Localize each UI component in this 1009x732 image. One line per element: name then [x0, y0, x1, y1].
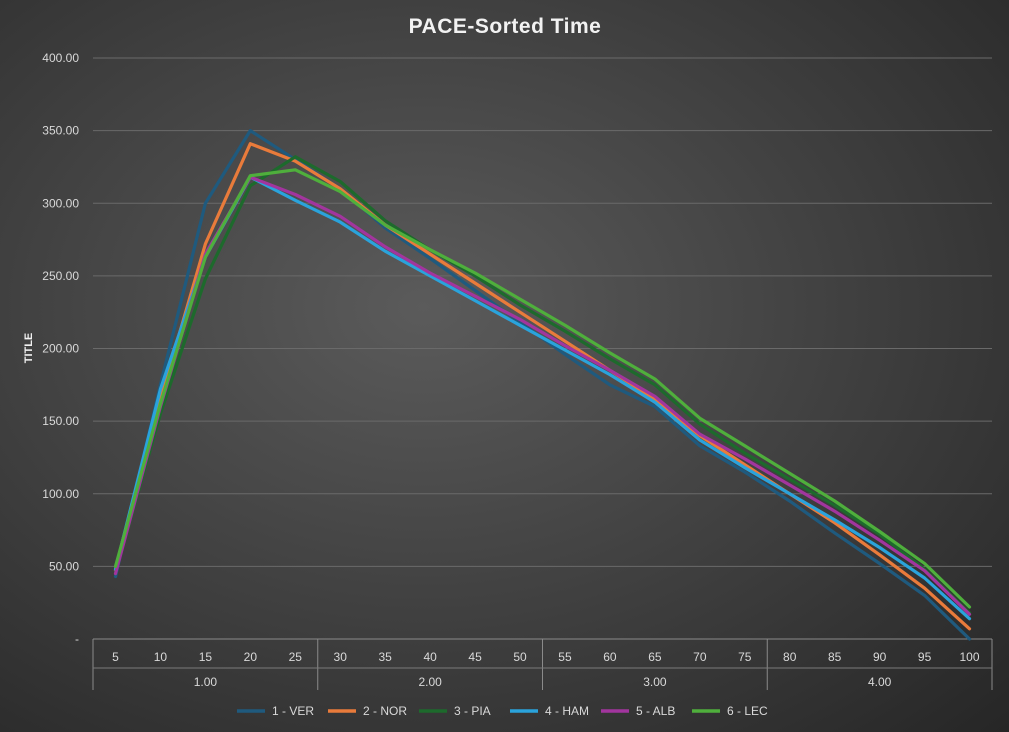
series-line: [113, 129, 972, 641]
y-tick-label: 50.00: [49, 559, 79, 573]
legend-item: 1 - VER: [272, 704, 314, 718]
series-lines: [113, 129, 972, 641]
x-tick-label: 50: [513, 650, 527, 664]
gridlines: - 50.00 100.00 150.00 200.00 250.00 300.00 350.…: [42, 51, 992, 646]
x-tick-label: 95: [918, 650, 932, 664]
x-tick-label: 25: [289, 650, 303, 664]
x-tick-label: 30: [334, 650, 348, 664]
legend: 1 - VER 2 - NOR 3 - PIA 4 - HAM 5 - ALB 6 - L…: [237, 704, 768, 718]
x-tick-label: 90: [873, 650, 887, 664]
chart-title: PACE-Sorted Time: [409, 15, 602, 38]
y-tick-label: 150.00: [42, 414, 79, 428]
x-tick-label: 5: [112, 650, 119, 664]
x-tick-label: 80: [783, 650, 797, 664]
series-line: [113, 155, 972, 615]
x-tick-label: 20: [244, 650, 258, 664]
legend-item: 5 - ALB: [636, 704, 675, 718]
y-tick-label: 250.00: [42, 269, 79, 283]
x-tick-label: 60: [603, 650, 617, 664]
x-tick-label: 35: [378, 650, 392, 664]
x-group-label: 2.00: [418, 675, 442, 689]
x-tick-label: 15: [199, 650, 213, 664]
x-tick-label: 55: [558, 650, 572, 664]
y-tick-label: -: [75, 632, 79, 646]
x-axis: 5 10 15 20 25 30 35 40 45 50 55 60 65 70 75 80 85 90 95 100…: [92, 639, 993, 690]
y-tick-label: 350.00: [42, 124, 79, 138]
y-tick-label: 200.00: [42, 342, 79, 356]
x-group-label: 1.00: [194, 675, 218, 689]
series-line: [113, 175, 972, 621]
legend-item: 3 - PIA: [454, 704, 491, 718]
legend-item: 6 - LEC: [727, 704, 768, 718]
x-tick-label: 10: [154, 650, 168, 664]
y-tick-label: 400.00: [42, 51, 79, 65]
y-tick-label: 300.00: [42, 196, 79, 210]
x-tick-label: 70: [693, 650, 707, 664]
x-tick-label: 40: [423, 650, 437, 664]
x-tick-label: 85: [828, 650, 842, 664]
series-line: [113, 175, 972, 616]
x-group-label: 3.00: [643, 675, 667, 689]
legend-item: 4 - HAM: [545, 704, 589, 718]
y-tick-label: 100.00: [42, 487, 79, 501]
x-tick-label: 100: [960, 650, 980, 664]
x-tick-label: 75: [738, 650, 752, 664]
legend-item: 2 - NOR: [363, 704, 407, 718]
y-axis-title: TITLE: [23, 333, 35, 364]
x-tick-label: 45: [468, 650, 482, 664]
series-line: [113, 168, 972, 609]
x-group-label: 4.00: [868, 675, 892, 689]
x-tick-label: 65: [648, 650, 662, 664]
series-line: [113, 142, 972, 631]
